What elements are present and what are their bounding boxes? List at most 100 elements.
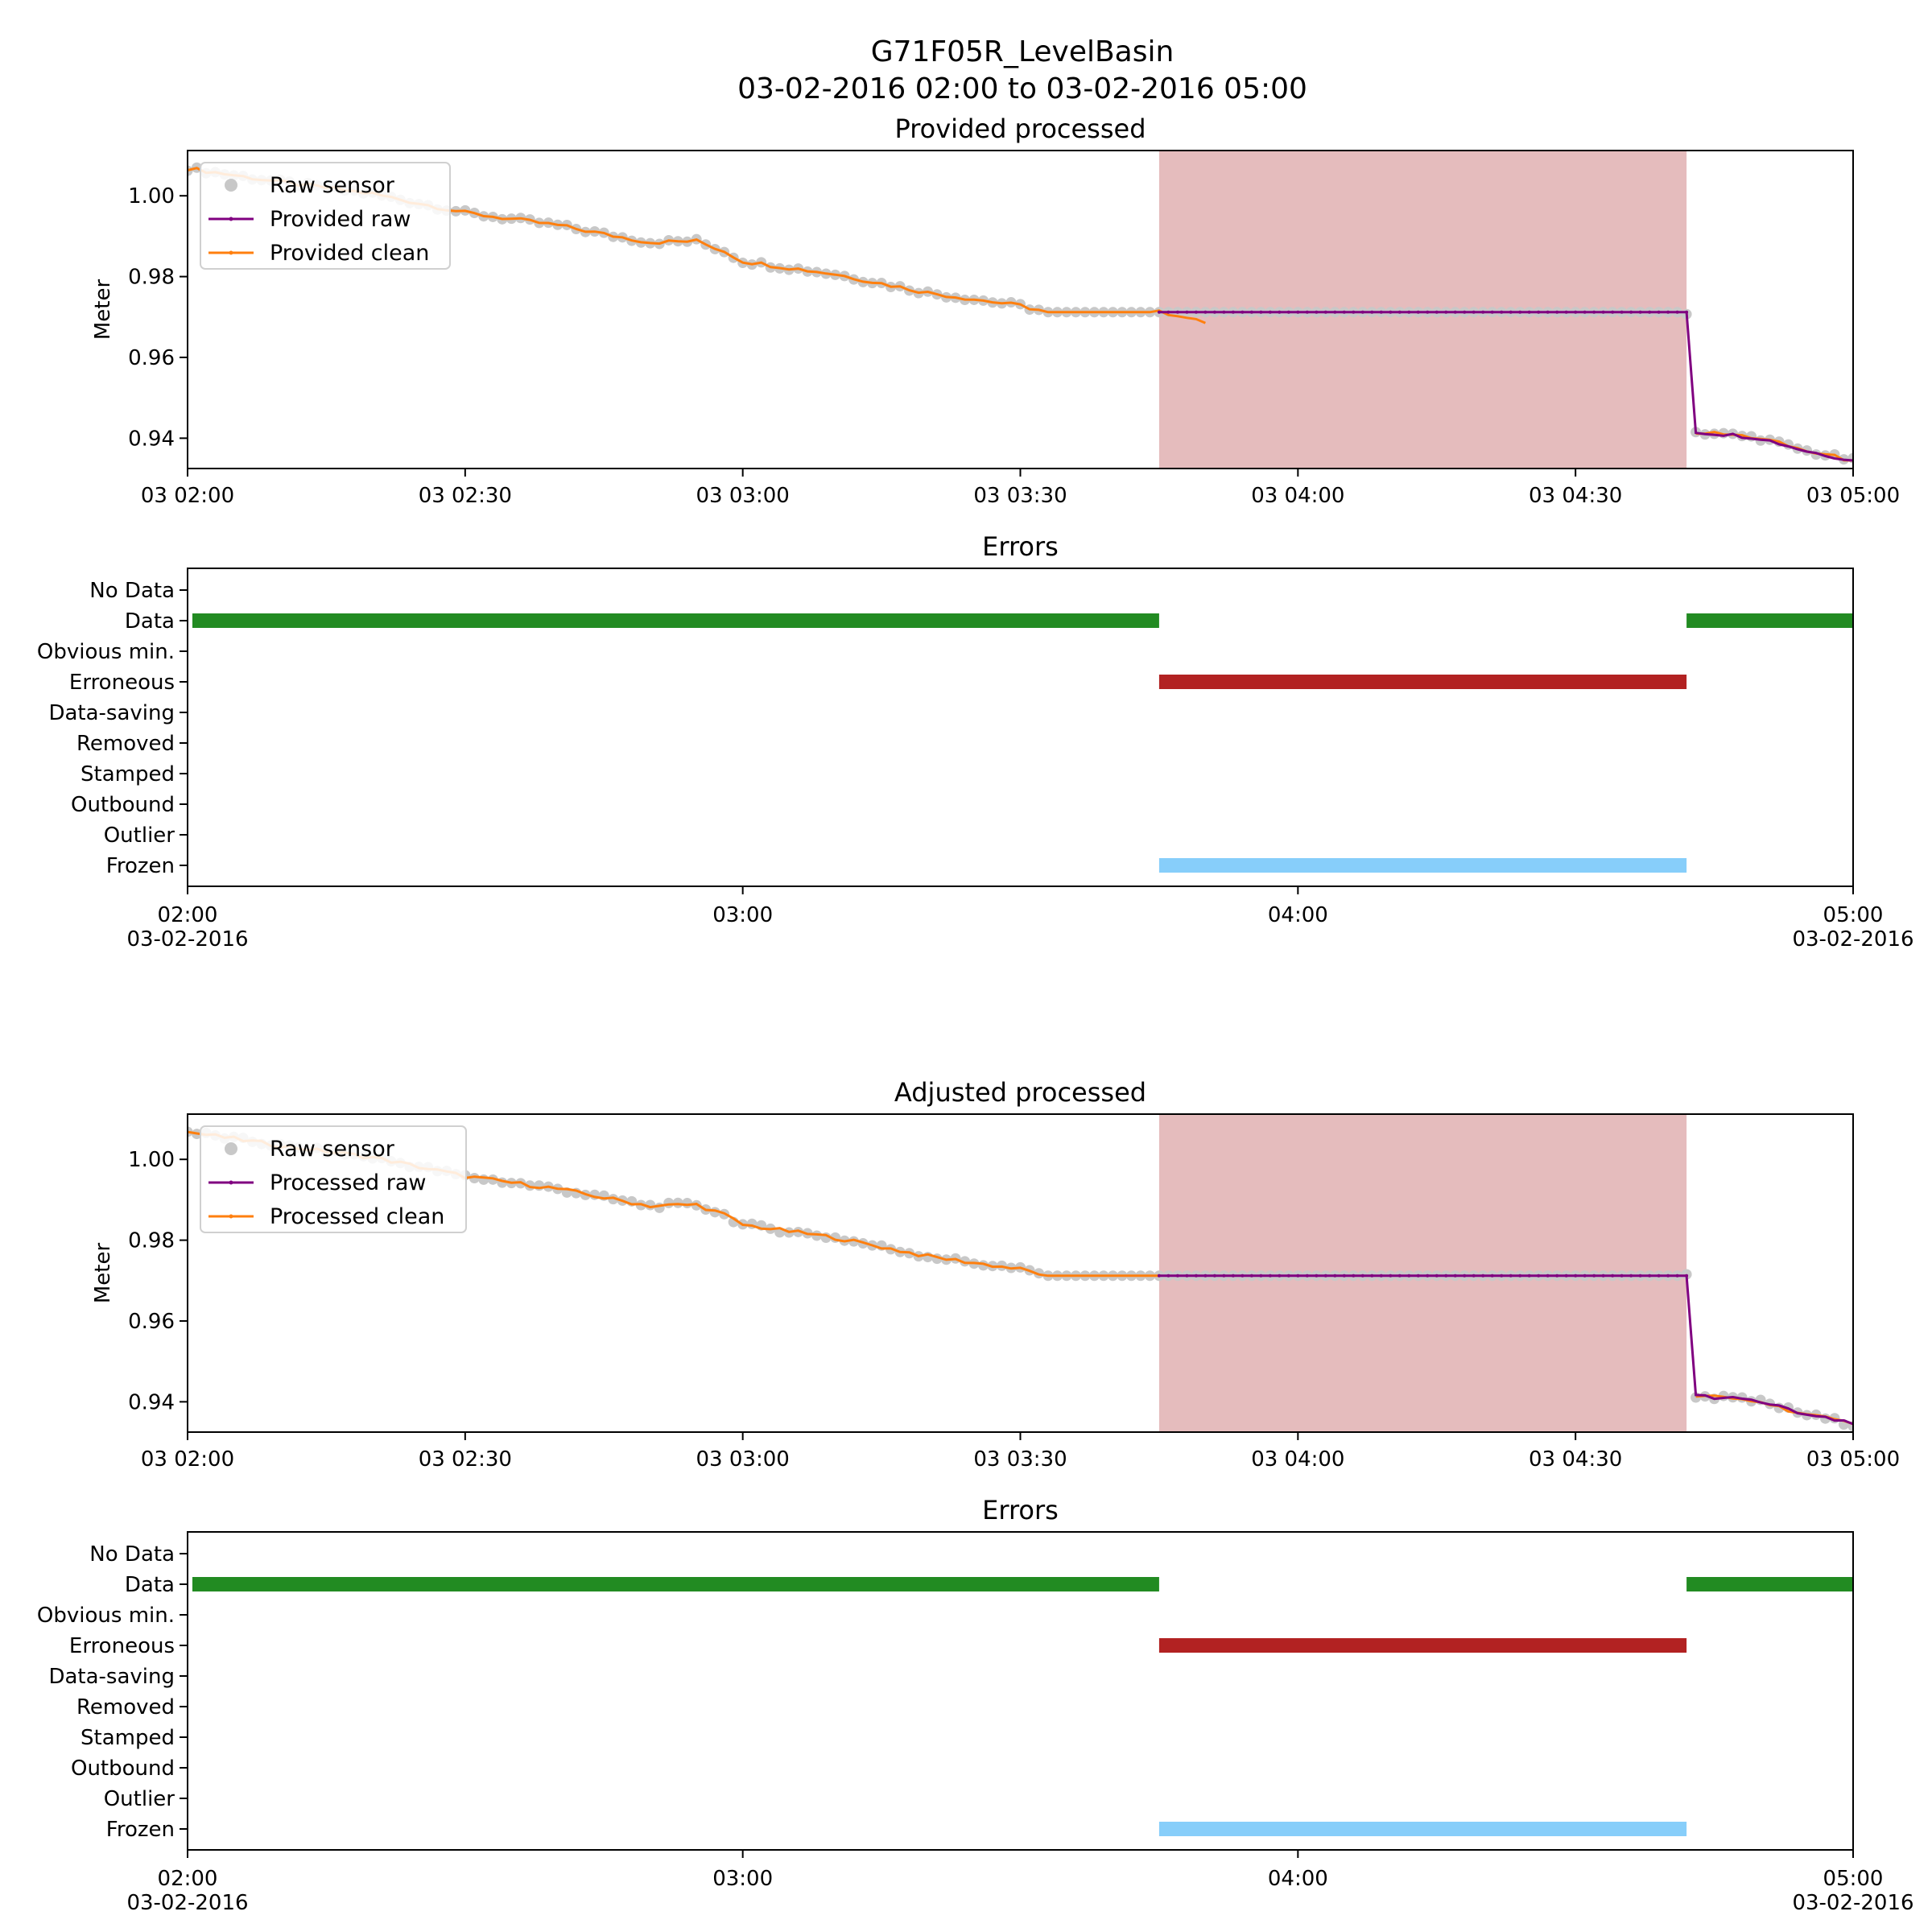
- raw-line-marker: [1583, 310, 1587, 314]
- raw-line-marker: [1592, 1274, 1596, 1278]
- panel-1: Errors No Data Data Obvious min. Erroneous Da…: [37, 531, 1914, 952]
- raw-line-marker: [1370, 310, 1374, 314]
- x-tick-date: 03-02-2016: [1792, 927, 1913, 952]
- raw-line-marker: [1629, 1274, 1633, 1278]
- x-tick-label: 03 04:00: [1251, 1447, 1344, 1472]
- category-label: Data-saving: [48, 1665, 175, 1689]
- raw-line-marker: [1638, 310, 1642, 314]
- error-segment-frozen: [1158, 1822, 1687, 1836]
- raw-line-marker: [1259, 1274, 1263, 1278]
- raw-line-marker: [1574, 310, 1578, 314]
- legend-marker-raw-sensor: [225, 179, 237, 192]
- raw-line-marker: [1426, 310, 1430, 314]
- raw-line-marker: [1648, 1274, 1652, 1278]
- raw-line-marker: [1166, 310, 1170, 314]
- raw-line-marker: [1638, 1274, 1642, 1278]
- raw-line-marker: [1389, 1274, 1393, 1278]
- category-label: Outlier: [104, 824, 175, 848]
- error-segment-data: [192, 613, 1159, 628]
- raw-line-marker: [1323, 1274, 1327, 1278]
- raw-line-marker: [1241, 1274, 1245, 1278]
- category-label: Stamped: [80, 762, 175, 786]
- error-segment-data: [1686, 613, 1853, 628]
- raw-line-marker: [1231, 310, 1235, 314]
- raw-line-marker: [1546, 310, 1550, 314]
- panel-2: Adjusted processed 03 02:00 03 02:30 03 03:…: [91, 1077, 1900, 1472]
- figure-title: G71F05R_LevelBasin: [871, 35, 1174, 68]
- raw-line-marker: [1185, 1274, 1189, 1278]
- panels: Provided processed 03 02:00 03 02:30 03 03:…: [37, 114, 1914, 1915]
- raw-line-marker: [1564, 310, 1568, 314]
- category-label: Data-saving: [48, 701, 175, 725]
- raw-line-marker: [1379, 1274, 1383, 1278]
- y-tick-label: 0.96: [128, 1310, 175, 1334]
- category-label: Stamped: [80, 1726, 175, 1750]
- legend-marker-raw-sensor: [225, 1142, 237, 1155]
- raw-sensor-point: [672, 1197, 683, 1208]
- category-label: No Data: [89, 579, 175, 603]
- x-tick-label: 03 02:00: [141, 484, 234, 508]
- y-tick-label: 0.98: [128, 266, 175, 290]
- category-label: Outbound: [71, 793, 175, 817]
- raw-line-marker: [1352, 310, 1356, 314]
- raw-line-marker: [1249, 310, 1253, 314]
- legend-label: Processed raw: [270, 1170, 426, 1195]
- raw-line-marker: [1231, 1274, 1235, 1278]
- x-tick-label: 02:00: [158, 1867, 218, 1891]
- raw-line-marker: [1286, 310, 1290, 314]
- y-tick-label: 0.98: [128, 1229, 175, 1253]
- category-label: Data: [125, 1573, 175, 1597]
- raw-line-marker: [1278, 1274, 1282, 1278]
- raw-line-marker: [1175, 1274, 1179, 1278]
- raw-line-marker: [1360, 1274, 1364, 1278]
- x-tick-label: 04:00: [1268, 1867, 1328, 1891]
- raw-line-marker: [1685, 1274, 1689, 1278]
- x-tick-label: 03:00: [712, 1867, 773, 1891]
- legend-line-marker: [229, 1214, 233, 1219]
- raw-line-marker: [1527, 310, 1531, 314]
- raw-line-marker: [1157, 310, 1161, 314]
- raw-line-marker: [1685, 310, 1689, 314]
- raw-line-marker: [1296, 1274, 1300, 1278]
- panel-title: Provided processed: [894, 114, 1146, 144]
- error-segment-data: [192, 1577, 1159, 1591]
- raw-line-marker: [1463, 310, 1467, 314]
- clean-line: [1695, 431, 1853, 462]
- legend-label: Raw sensor: [270, 173, 395, 198]
- raw-line-marker: [1555, 1274, 1559, 1278]
- raw-line-marker: [1444, 1274, 1448, 1278]
- category-label: Obvious min.: [37, 1604, 175, 1628]
- y-tick-label: 0.94: [128, 427, 175, 451]
- category-label: Erroneous: [69, 1634, 175, 1658]
- legend-label: Provided clean: [270, 241, 429, 266]
- y-axis-label: Meter: [91, 1243, 115, 1304]
- axes-frame: [187, 1531, 1854, 1851]
- x-tick-label: 03 02:30: [419, 1447, 512, 1472]
- x-tick-label: 03:00: [712, 903, 773, 927]
- legend-box: [200, 162, 451, 270]
- raw-sensor-point: [608, 1194, 619, 1205]
- raw-line-marker: [1323, 310, 1327, 314]
- panel-0: Provided processed 03 02:00 03 02:30 03 03:…: [91, 114, 1900, 508]
- raw-sensor-point: [811, 1230, 823, 1241]
- raw-line-marker: [1592, 310, 1596, 314]
- x-tick-date: 03-02-2016: [1792, 1891, 1913, 1915]
- raw-line-marker: [1629, 310, 1633, 314]
- legend-line-marker: [229, 250, 233, 255]
- raw-line-marker: [1416, 1274, 1420, 1278]
- legend-box: [200, 1125, 467, 1233]
- y-tick-label: 1.00: [128, 184, 175, 208]
- raw-line-marker: [1472, 1274, 1476, 1278]
- y-tick-label: 0.96: [128, 346, 175, 370]
- raw-line-marker: [1453, 310, 1457, 314]
- raw-line-marker: [1675, 1274, 1679, 1278]
- raw-line-marker: [1574, 1274, 1578, 1278]
- raw-line-marker: [1222, 1274, 1226, 1278]
- raw-sensor-point: [663, 1197, 675, 1208]
- x-tick-label: 03 03:00: [696, 484, 790, 508]
- raw-line-marker: [1194, 310, 1198, 314]
- raw-line-marker: [1657, 1274, 1661, 1278]
- error-segment-erroneous: [1158, 1638, 1687, 1653]
- raw-line-marker: [1537, 1274, 1541, 1278]
- raw-line-marker: [1666, 1274, 1670, 1278]
